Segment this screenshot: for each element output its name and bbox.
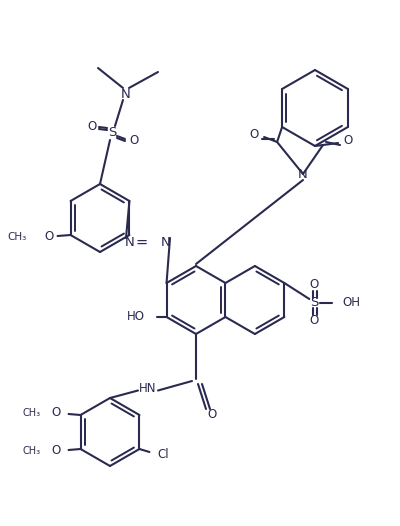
Text: O: O bbox=[51, 407, 60, 420]
Text: O: O bbox=[207, 408, 217, 420]
Text: N: N bbox=[298, 167, 308, 180]
Text: N: N bbox=[125, 236, 135, 248]
Text: =: = bbox=[136, 235, 148, 249]
Text: O: O bbox=[310, 315, 319, 328]
Text: O: O bbox=[343, 134, 353, 147]
Text: O: O bbox=[250, 127, 259, 140]
Text: HN: HN bbox=[139, 382, 157, 395]
Text: O: O bbox=[44, 230, 53, 244]
Text: CH₃: CH₃ bbox=[22, 408, 40, 418]
Text: S: S bbox=[310, 297, 318, 309]
Text: CH₃: CH₃ bbox=[22, 446, 40, 456]
Text: Cl: Cl bbox=[158, 448, 169, 460]
Text: N: N bbox=[161, 236, 171, 248]
Text: O: O bbox=[87, 120, 97, 134]
Text: OH: OH bbox=[342, 297, 360, 309]
Text: N: N bbox=[121, 87, 131, 100]
Text: O: O bbox=[310, 278, 319, 291]
Text: HO: HO bbox=[126, 310, 144, 323]
Text: O: O bbox=[51, 444, 60, 458]
Text: CH₃: CH₃ bbox=[7, 232, 26, 242]
Text: O: O bbox=[129, 134, 139, 147]
Text: S: S bbox=[108, 126, 116, 138]
